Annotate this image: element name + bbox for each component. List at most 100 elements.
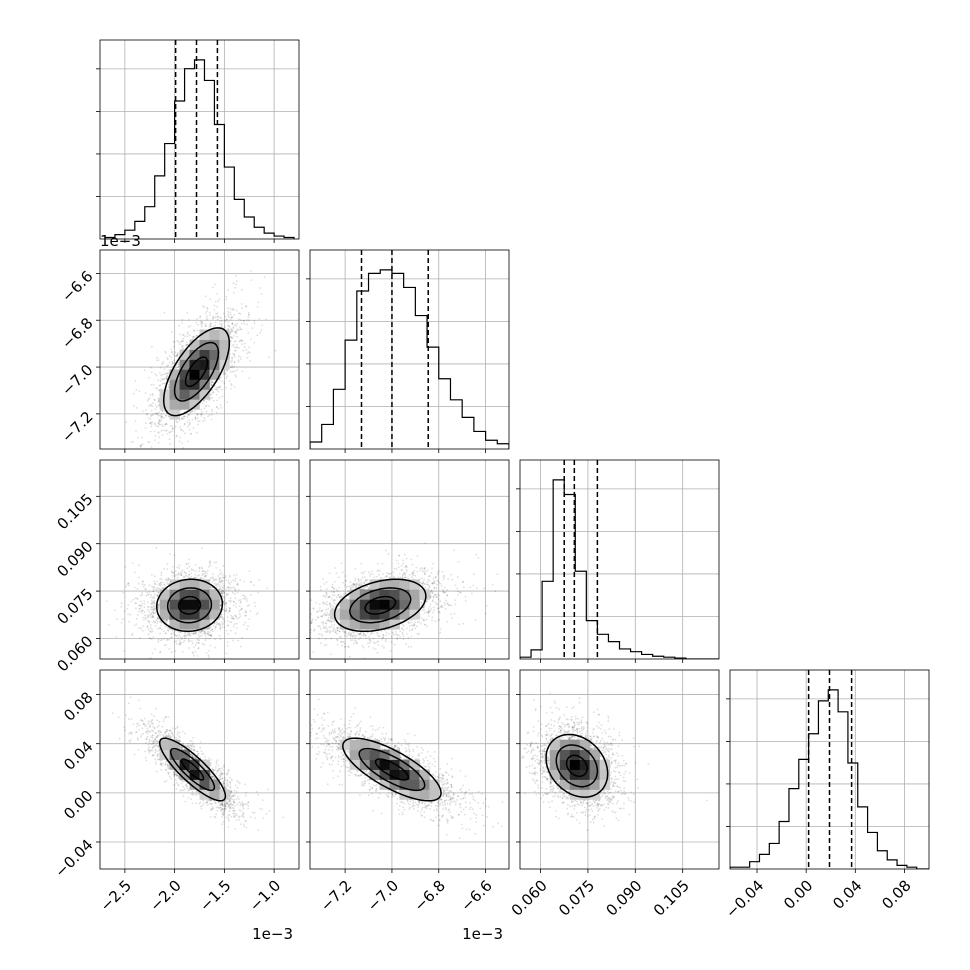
sample-point [203,632,205,634]
sample-point [319,585,322,588]
sample-point [335,572,338,575]
sample-point [248,604,250,607]
sample-point [170,570,173,572]
sample-point [205,325,208,327]
histogram-panel-1 [306,249,510,453]
sample-point [166,638,168,641]
sample-point [218,577,221,580]
sample-point [208,637,211,640]
sample-point [236,369,239,371]
sample-point [178,634,181,636]
sample-point [220,604,222,607]
sample-point [146,591,149,594]
sample-point [140,594,142,597]
sample-point [149,394,152,396]
sample-point [134,420,137,422]
sample-point [208,399,211,402]
sample-point [182,429,185,432]
sample-point [187,562,190,565]
sample-point [194,564,197,566]
sample-point [187,638,190,641]
sample-point [236,617,239,620]
sample-point [433,587,436,590]
sample-point [208,656,210,658]
sample-point [238,588,240,591]
sample-point [224,320,226,323]
sample-point [235,615,237,618]
sample-point [178,564,181,567]
sample-point [133,586,136,589]
sample-point [153,608,156,610]
sample-point [193,336,195,338]
density-cell [159,589,171,600]
sample-point [213,622,216,624]
sample-point [176,353,179,356]
sample-point [432,595,435,598]
sample-point [216,292,219,295]
density-cell [179,399,190,410]
density-cell [199,599,210,610]
sample-point [204,632,207,635]
sample-point [222,618,225,621]
scatter-panel-2-1 [306,459,510,663]
sample-point [433,581,435,583]
sample-point [226,401,229,404]
sample-point [435,596,438,598]
sample-point [171,636,173,638]
sample-point [150,423,153,426]
sample-point [456,576,459,578]
sample-point [204,639,207,641]
sample-point [224,369,227,372]
sample-point [165,423,168,425]
density-cell [179,619,190,630]
sample-point [215,584,218,586]
sample-point [221,325,223,328]
sample-point [208,634,211,637]
sample-point [156,594,159,597]
sample-point [409,625,411,627]
sample-point [231,370,234,373]
sample-point [204,571,207,573]
sample-point [236,328,239,330]
sample-point [224,602,227,604]
sample-point [189,432,192,435]
sample-point [228,583,231,585]
sample-point [152,609,155,611]
sample-point [223,595,226,598]
sample-point [194,632,196,635]
sample-point [204,325,207,328]
sample-point [217,390,220,393]
sample-point [180,428,182,430]
sample-point [347,645,350,648]
sample-point [217,623,220,625]
sample-point [234,589,236,591]
sample-point [197,323,200,326]
sample-point [141,583,144,586]
sample-point [170,424,172,427]
sample-point [193,329,196,332]
sample-point [168,372,170,375]
sample-point [173,345,175,348]
sample-point [178,639,181,642]
sample-point [171,427,174,430]
sample-point [122,618,124,621]
sample-point [151,615,154,618]
sample-point [157,617,159,620]
contour-0 [184,356,209,388]
sample-point [218,322,221,325]
sample-point [360,579,362,581]
sample-point [156,616,159,619]
sample-point [225,607,227,609]
sample-point [348,655,351,658]
sample-point [180,573,183,576]
sample-point [227,328,229,330]
sample-point [167,386,170,389]
sample-point [227,312,230,315]
sample-point [213,380,216,382]
sample-point [426,583,428,586]
sample-point [240,358,243,361]
sample-point [149,626,152,629]
sample-point [160,374,163,377]
sample-point [139,604,141,607]
sample-point [220,571,223,574]
